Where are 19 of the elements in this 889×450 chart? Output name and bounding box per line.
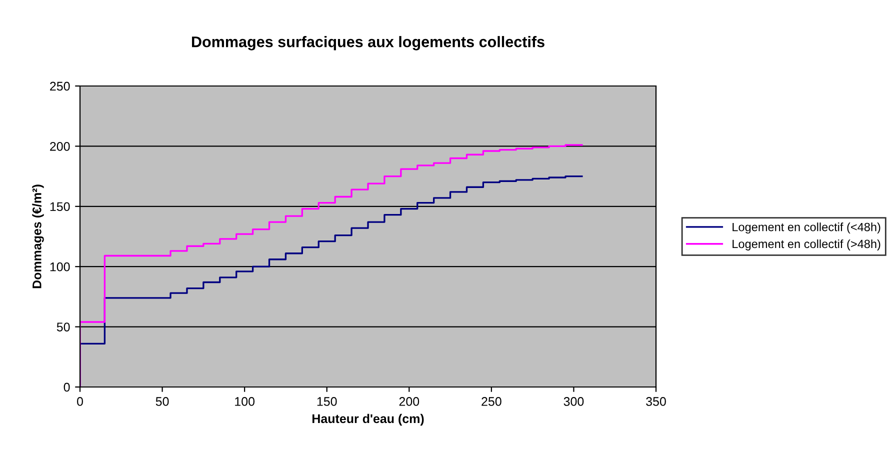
y-tick-label: 100: [50, 262, 70, 272]
x-tick-label: 0: [77, 397, 83, 406]
x-tick-label: 200: [399, 397, 420, 406]
y-axis-title: Dommages (€/m²): [32, 184, 44, 288]
y-tick-label: 0: [64, 382, 70, 392]
y-tick-label: 250: [50, 82, 70, 91]
x-tick-label: 100: [235, 397, 255, 406]
y-tick-label: 50: [56, 322, 70, 332]
y-tick-label: 200: [50, 142, 70, 151]
legend-label: Logement en collectif (<48h): [732, 222, 880, 234]
x-axis-title: Hauteur d'eau (cm): [312, 414, 424, 426]
legend-label: Logement en collectif (>48h): [732, 239, 880, 250]
x-tick-label: 350: [646, 397, 666, 406]
y-tick-label: 150: [50, 202, 70, 212]
x-tick-label: 250: [482, 397, 502, 406]
x-tick-label: 300: [564, 397, 584, 406]
x-tick-label: 50: [156, 397, 169, 406]
chart-title: Dommages surfaciques aux logements collectifs: [192, 36, 544, 50]
x-tick-label: 150: [317, 397, 337, 406]
